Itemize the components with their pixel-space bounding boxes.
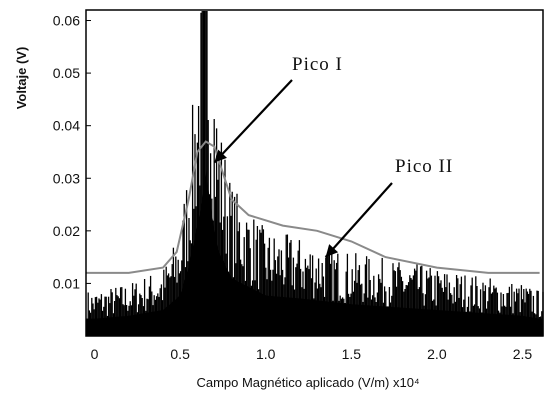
signal-band: [86, 169, 543, 336]
plot-frame: [85, 9, 544, 337]
x-tick-label: 0: [91, 346, 99, 362]
annotation-arrow-head: [214, 149, 227, 163]
y-tick-label: 0.06: [53, 13, 80, 29]
x-tick-label: 1.0: [256, 346, 276, 362]
x-tick-label: 0.5: [170, 346, 190, 362]
annotation-pico-ii: Pico II: [395, 156, 453, 177]
envelope-series-line: [86, 140, 540, 274]
y-axis: 0.01 0.02 0.03 0.04 0.05 0.06: [53, 13, 91, 291]
x-tick-label: 2.0: [427, 346, 447, 362]
signal-layer: [86, 11, 544, 336]
y-tick-label: 0.05: [53, 65, 80, 81]
y-tick-label: 0.02: [53, 223, 80, 239]
y-tick-label: 0.03: [53, 170, 80, 186]
y-tick-label: 0.01: [53, 275, 80, 291]
x-tick-label: 1.5: [342, 346, 362, 362]
y-tick-label: 0.04: [53, 118, 80, 134]
annotation-arrow-line: [213, 79, 293, 164]
annotation-arrow-head: [325, 244, 339, 258]
y-axis-label: Voltaje (V): [14, 47, 29, 110]
x-tick-label: 2.5: [513, 346, 533, 362]
annotation-pico-i: Pico I: [292, 54, 343, 75]
x-axis: 0 0.5 1.0 1.5 2.0 2.5: [91, 331, 533, 362]
annotation-arrow-line: [324, 182, 393, 258]
x-axis-label: Campo Magnético aplicado (V/m) x10⁴: [196, 375, 419, 390]
annotations: Pico I Pico II: [213, 54, 453, 258]
